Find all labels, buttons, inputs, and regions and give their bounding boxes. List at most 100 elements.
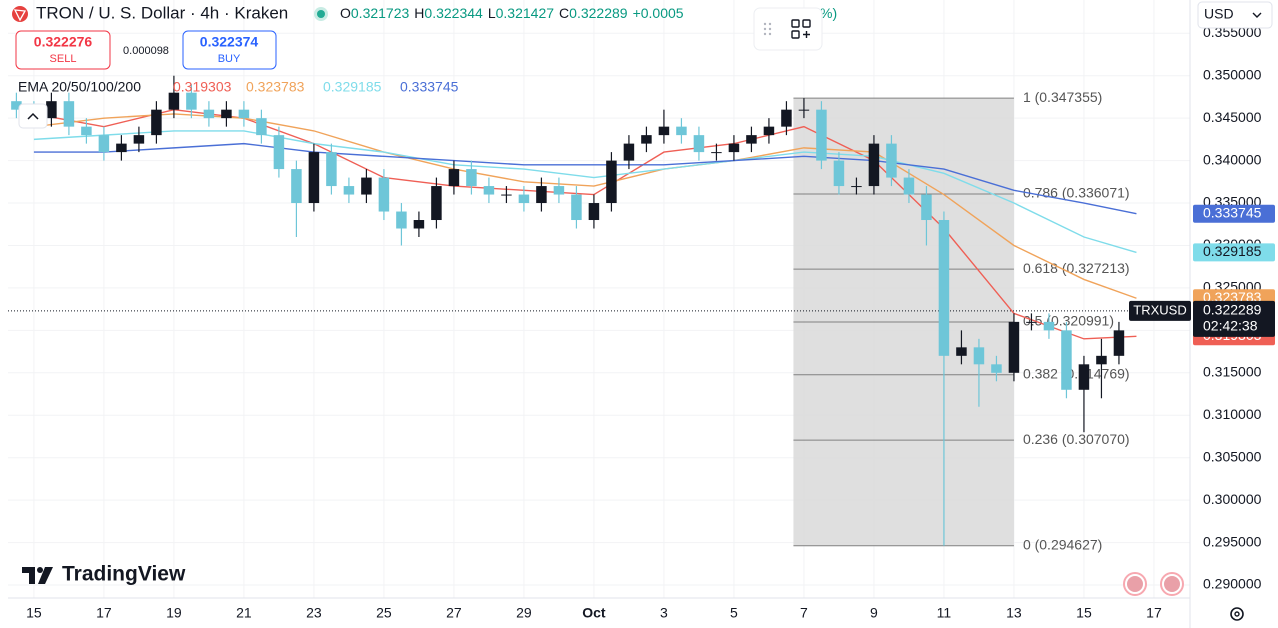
fib-label: 0 (0.294627) xyxy=(1023,536,1102,552)
candle-body xyxy=(1043,321,1055,331)
candle-body xyxy=(816,109,827,161)
status-dot-inner xyxy=(317,10,325,18)
price-badge-label: 0.322289 xyxy=(1203,302,1262,318)
x-tick-label: 9 xyxy=(870,605,878,621)
x-tick-label: 15 xyxy=(26,605,42,621)
overlay: TRON / U. S. Dollar · 4h · Kraken O0.321… xyxy=(12,1,1275,621)
x-tick-label: 3 xyxy=(660,605,668,621)
y-tick-label: 0.345000 xyxy=(1203,109,1262,125)
ema-value: 0.319303 xyxy=(173,79,232,95)
candle-body xyxy=(518,194,530,204)
candle-body xyxy=(466,169,477,187)
candle-body xyxy=(186,92,197,110)
indicator-values: 0.319303 0.323783 0.329185 0.333745 xyxy=(173,79,459,95)
candle-body xyxy=(711,152,722,154)
fib-retracement: 1 (0.347355) 0.786 (0.336071) 0.618 (0.327… xyxy=(8,89,1190,552)
symbol-badge xyxy=(1129,300,1191,321)
ema-value: 0.333745 xyxy=(400,79,459,95)
sell-price[interactable]: 0.322276 xyxy=(34,34,93,50)
candle-body xyxy=(536,186,547,204)
buy-label[interactable]: BUY xyxy=(218,53,241,65)
candle-body xyxy=(886,143,897,178)
fib-label: 0.786 (0.336071) xyxy=(1023,185,1130,201)
flags[interactable] xyxy=(1123,572,1184,596)
countdown: 02:42:38 xyxy=(1203,318,1258,334)
coin-logo-mark xyxy=(13,9,27,22)
candle-body xyxy=(851,186,862,188)
candle-body xyxy=(238,109,250,119)
candle-body xyxy=(308,152,320,204)
candle-body xyxy=(46,101,57,119)
candle-body xyxy=(168,92,180,110)
x-tick-label: 5 xyxy=(730,605,738,621)
ohlc: O0.321723 H0.322344 L0.321427 C0.322289 +0.0… xyxy=(340,5,837,21)
candle-body xyxy=(938,220,950,356)
candle-body xyxy=(553,186,565,195)
candle-body xyxy=(256,118,267,136)
y-tick-label: 0.310000 xyxy=(1203,406,1262,422)
candle-body xyxy=(1096,355,1107,365)
x-tick-label: 19 xyxy=(166,605,182,621)
settings-button[interactable] xyxy=(1230,607,1244,621)
y-tick-label: 0.315000 xyxy=(1203,364,1262,380)
buy-price[interactable]: 0.322374 xyxy=(200,34,259,50)
ema-line xyxy=(33,130,1137,254)
candle-body xyxy=(763,126,775,136)
candle-body xyxy=(326,152,337,187)
ohlc-value: 0.321427 xyxy=(496,5,555,21)
x-tick-label: 15 xyxy=(1076,605,1092,621)
candle-body xyxy=(413,220,425,229)
x-tick-label: 25 xyxy=(376,605,392,621)
indicator-name: EMA 20/50/100/200 xyxy=(18,79,141,95)
candles xyxy=(11,75,1142,546)
ohlc-label: C xyxy=(559,5,569,21)
candle-body xyxy=(571,194,582,221)
price-badge-label: 0.329185 xyxy=(1203,243,1262,259)
candle-body xyxy=(221,109,232,119)
candle-body xyxy=(868,143,880,187)
candle-body xyxy=(833,160,845,187)
dropdown-icon xyxy=(1252,12,1262,18)
candle-body xyxy=(431,186,442,221)
sell-button[interactable] xyxy=(15,30,111,70)
brand-logo xyxy=(22,567,53,584)
collapse-icon xyxy=(27,112,39,120)
ema-line xyxy=(33,113,1137,299)
buy-button[interactable] xyxy=(182,30,277,70)
ohlc-label: L xyxy=(488,5,496,21)
collapse-button[interactable] xyxy=(18,103,48,129)
spread: 0.000098 xyxy=(123,45,169,57)
x-tick-label: 21 xyxy=(236,605,252,621)
currency-selector[interactable] xyxy=(1197,1,1273,29)
candle-body xyxy=(483,186,495,195)
candle-body xyxy=(1061,330,1072,390)
candle-body xyxy=(501,194,512,196)
currency[interactable]: USD xyxy=(1204,6,1234,22)
candle-body xyxy=(203,109,215,119)
ohlc-value: 0.322344 xyxy=(424,5,483,21)
toolbar xyxy=(753,7,823,51)
y-tick-label: 0.305000 xyxy=(1203,448,1262,464)
drag-handle xyxy=(763,22,772,36)
sell-label[interactable]: SELL xyxy=(50,53,77,65)
x-tick-label: Oct xyxy=(582,605,606,621)
ohlc-label: H xyxy=(414,5,424,21)
candle-body xyxy=(273,135,285,170)
candle-body xyxy=(956,347,967,356)
x-tick-label: 17 xyxy=(96,605,112,621)
candle-body xyxy=(291,169,302,204)
ohlc-label: O xyxy=(340,5,351,21)
change: +0.0005 xyxy=(633,5,684,21)
candle-body xyxy=(343,186,355,195)
ema-line xyxy=(33,142,1137,215)
layout-button[interactable] xyxy=(791,19,811,39)
candle-body xyxy=(728,143,740,153)
x-tick-label: 7 xyxy=(800,605,808,621)
candle-body xyxy=(361,177,372,195)
x-tick-label: 29 xyxy=(516,605,532,621)
candle-body xyxy=(991,364,1002,373)
candle-body xyxy=(903,177,915,195)
candle-body xyxy=(973,347,985,365)
